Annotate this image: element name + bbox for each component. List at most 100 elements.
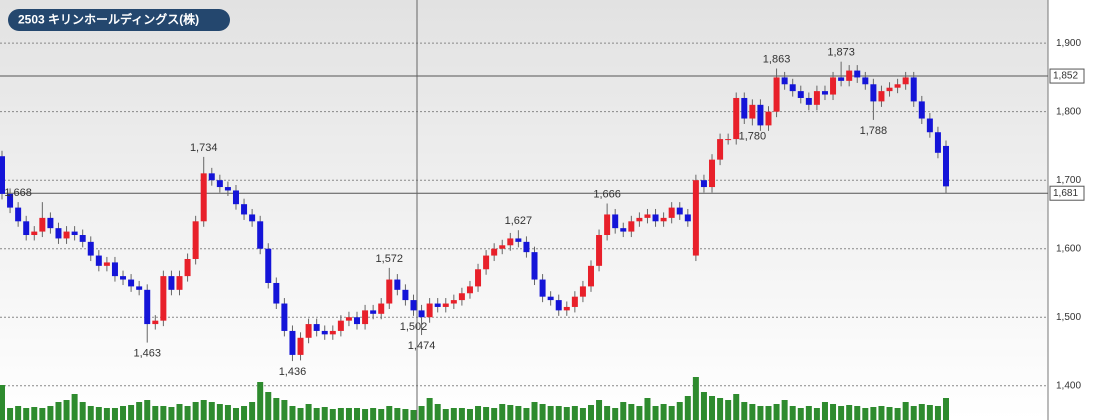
volume-bar [531,402,538,420]
volume-bar [39,408,46,420]
volume-bar [257,382,264,420]
candle-body [386,279,393,304]
candle-body [547,296,554,301]
volume-bar [305,404,312,420]
chart-title: 2503 キリンホールディングス(株) [18,12,199,27]
plot-background [0,0,1048,420]
candle-body [515,238,522,242]
volume-bar [692,377,699,420]
candle-body [87,241,94,256]
axis-background [1048,0,1099,420]
volume-bar [47,406,54,420]
candle-body [216,180,223,188]
candle-body [152,320,159,325]
candle-body [805,97,812,105]
candle-body [926,118,933,133]
volume-bar [491,408,498,420]
candle-body [120,276,127,280]
annotation: 1,502 [400,321,428,333]
candle-body [39,217,46,232]
candle-body [281,303,288,331]
volume-bar [55,402,62,420]
volume-bar [709,396,716,420]
volume-bar [232,408,239,420]
volume-bar [434,404,441,420]
candle-body [773,77,780,112]
candle-body [160,276,167,321]
annotation: 1,873 [827,47,855,59]
annotation: 1,463 [133,347,161,359]
candle-body [362,310,369,325]
candle-body [660,217,667,222]
volume-bar [354,408,361,420]
volume-bar [596,400,603,420]
volume-bar [555,406,562,420]
volume-bar [329,409,336,420]
candle-body [709,159,716,188]
volume-bar [749,404,756,420]
candle-body [628,221,635,232]
volume-bar [370,408,377,420]
annotation: 1,788 [860,125,888,137]
volume-bar [652,406,659,420]
volume-bar [499,404,506,420]
candle-body [692,180,699,256]
volume-bar [111,408,118,420]
volume-bar [71,394,78,420]
volume-bar [15,406,22,420]
volume-bar [345,408,352,420]
candle-body [47,217,54,229]
volume-bar [208,402,215,420]
volume-bar [765,406,772,420]
volume-bar [846,405,853,420]
volume-bar [483,407,490,420]
volume-bar [733,394,740,420]
volume-bar [442,409,449,420]
candle-body [797,91,804,98]
volume-bar [878,406,885,420]
candle-body [620,228,627,232]
candle-body [910,77,917,102]
volume-bar [378,409,385,420]
volume-bar [23,408,30,420]
volume-bar [79,402,86,420]
candle-body [571,296,578,307]
volume-bar [943,398,949,420]
volume-bar [507,405,514,420]
candle-body [733,97,740,140]
reference-label-box [1049,68,1085,84]
candle-body [943,145,949,187]
candle-body [305,324,312,338]
candle-body [741,97,748,119]
volume-bar [838,406,845,420]
candle-body [257,221,264,249]
candle-body [587,265,594,287]
volume-bar [192,402,199,420]
candle-body [289,330,296,355]
volume-bar [805,406,812,420]
volume-bar [152,406,159,420]
annotation: 1,474 [408,340,436,352]
candle-body [297,337,304,355]
candle-body [337,320,344,331]
candle-body [934,132,941,153]
volume-bar [757,406,764,420]
title-pill [8,9,230,31]
volume-bar [168,407,175,420]
volume-bar [184,406,191,420]
candle-body [128,279,135,287]
volume-bar [313,408,320,420]
candle-body [612,214,619,229]
volume-bar [644,398,651,420]
volume-bar [515,406,522,420]
annotation: 1,627 [505,215,533,227]
volume-bar [926,405,933,420]
candle-body [168,276,175,290]
y-tick-label: 1,600 [1056,243,1081,254]
candle-body [555,300,562,311]
volume-bar [144,400,151,420]
candle-body [7,193,14,208]
candle-body [531,252,538,280]
candle-body [442,303,449,307]
